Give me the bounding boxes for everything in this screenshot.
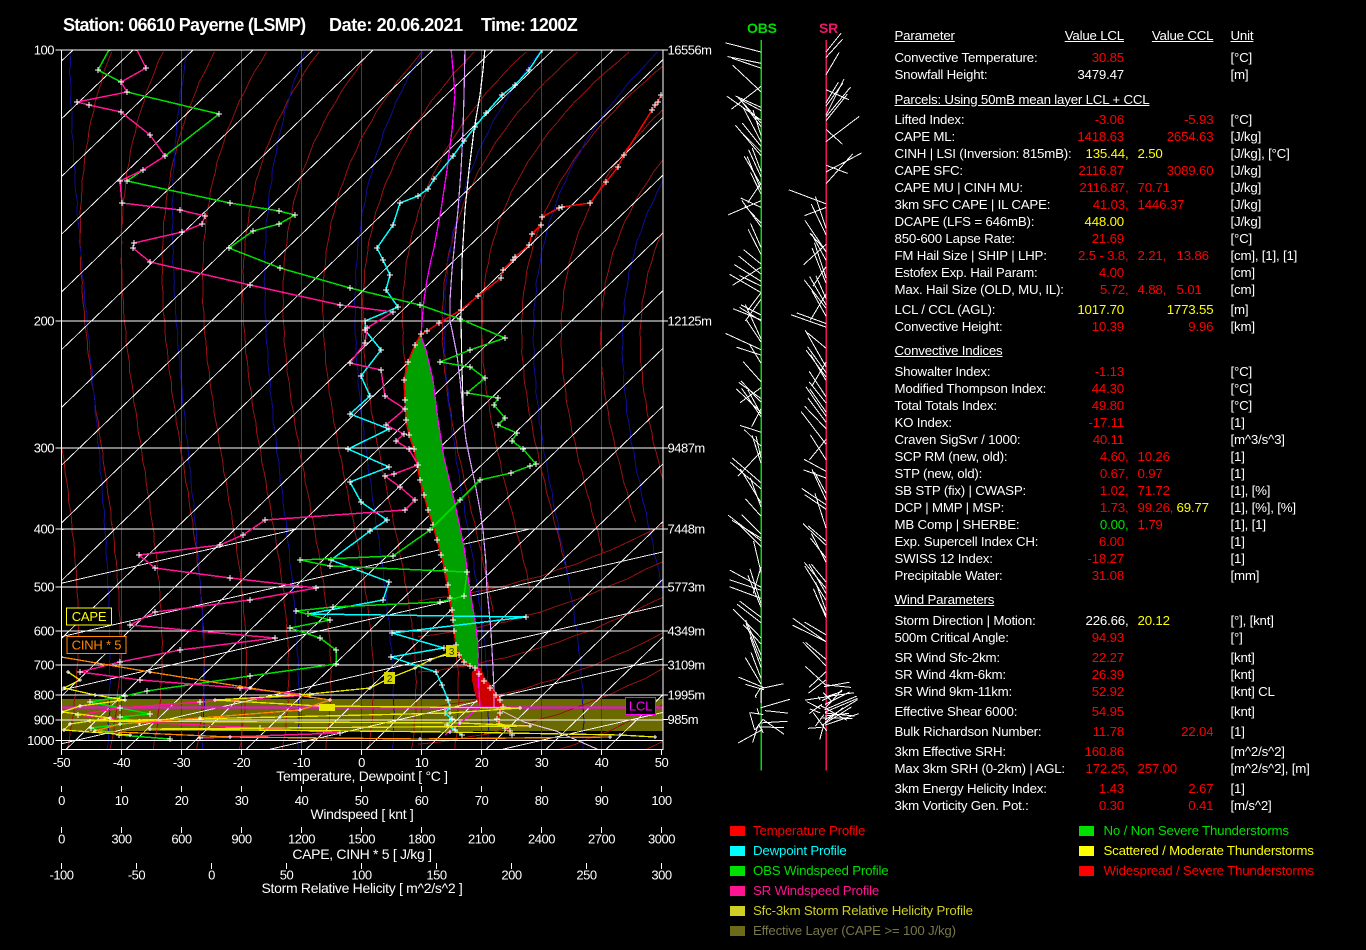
svg-text:200: 200 [501,868,521,883]
svg-text:9487m: 9487m [668,441,705,456]
svg-text:5773m: 5773m [668,580,705,595]
svg-text:60: 60 [415,793,429,808]
svg-text:985m: 985m [668,712,699,727]
svg-text:-50: -50 [53,755,71,770]
svg-text:3: 3 [449,647,455,658]
svg-text:30: 30 [535,755,549,770]
svg-text:3109m: 3109m [668,658,705,673]
svg-text:300: 300 [34,441,54,456]
svg-text:1200: 1200 [288,832,315,847]
svg-text:Temperature, Dewpoint [ °C ]: Temperature, Dewpoint [ °C ] [276,768,448,784]
svg-text:-40: -40 [113,755,131,770]
svg-text:1000: 1000 [27,733,54,748]
svg-text:200: 200 [34,314,54,329]
svg-text:900: 900 [231,832,251,847]
svg-text:40: 40 [595,755,609,770]
svg-text:90: 90 [595,793,609,808]
svg-text:150: 150 [426,868,446,883]
svg-text:0: 0 [358,755,365,770]
svg-text:50: 50 [655,755,669,770]
svg-text:600: 600 [34,624,54,639]
svg-text:LCL: LCL [629,699,652,714]
svg-text:20: 20 [175,793,189,808]
svg-text:10: 10 [415,755,429,770]
svg-text:4349m: 4349m [668,624,705,639]
svg-text:SR: SR [819,20,838,36]
svg-text:CAPE: CAPE [72,609,107,624]
svg-text:16556m: 16556m [668,43,712,58]
svg-text:300: 300 [111,832,131,847]
svg-text:100: 100 [351,868,371,883]
svg-text:Windspeed [ knt ]: Windspeed [ knt ] [310,806,413,822]
svg-text:2100: 2100 [468,832,495,847]
svg-text:50: 50 [280,868,294,883]
svg-text:12125m: 12125m [668,314,712,329]
svg-text:2700: 2700 [588,832,615,847]
svg-text:400: 400 [34,522,54,537]
svg-text:20: 20 [475,755,489,770]
svg-text:30: 30 [235,793,249,808]
svg-text:700: 700 [34,658,54,673]
svg-text:Time: 1200Z: Time: 1200Z [481,15,578,35]
svg-text:7448m: 7448m [668,522,705,537]
svg-text:Station: 06610 Payerne (LSMP): Station: 06610 Payerne (LSMP) [63,15,306,35]
svg-text:OBS: OBS [747,20,777,36]
svg-text:2: 2 [387,674,393,685]
svg-text:10: 10 [115,793,129,808]
svg-text:0: 0 [208,868,215,883]
svg-text:-50: -50 [128,868,146,883]
svg-text:900: 900 [34,713,54,728]
svg-text:250: 250 [576,868,596,883]
svg-text:2400: 2400 [528,832,555,847]
svg-text:40: 40 [295,793,309,808]
svg-text:500: 500 [34,580,54,595]
svg-text:-10: -10 [293,755,311,770]
svg-text:-30: -30 [173,755,191,770]
svg-text:80: 80 [535,793,549,808]
svg-text:600: 600 [171,832,191,847]
svg-text:Date: 20.06.2021: Date: 20.06.2021 [329,15,463,35]
svg-text:1995m: 1995m [668,688,705,703]
svg-text:-20: -20 [233,755,251,770]
svg-text:3000: 3000 [648,832,675,847]
svg-text:0: 0 [58,793,65,808]
svg-text:1500: 1500 [348,832,375,847]
svg-text:1800: 1800 [408,832,435,847]
svg-text:CINH * 5: CINH * 5 [72,638,122,653]
svg-text:Storm Relative Helicity [ m^2: Storm Relative Helicity [ m^2/s^2 ] [261,880,462,896]
svg-text:50: 50 [355,793,369,808]
svg-text:-100: -100 [49,868,73,883]
svg-text:70: 70 [475,793,489,808]
svg-text:100: 100 [34,43,54,58]
svg-text:800: 800 [34,688,54,703]
svg-text:100: 100 [651,793,671,808]
svg-text:CAPE, CINH * 5 [ J/kg ]: CAPE, CINH * 5 [ J/kg ] [292,846,431,862]
svg-text:0: 0 [58,832,65,847]
svg-text:300: 300 [651,868,671,883]
